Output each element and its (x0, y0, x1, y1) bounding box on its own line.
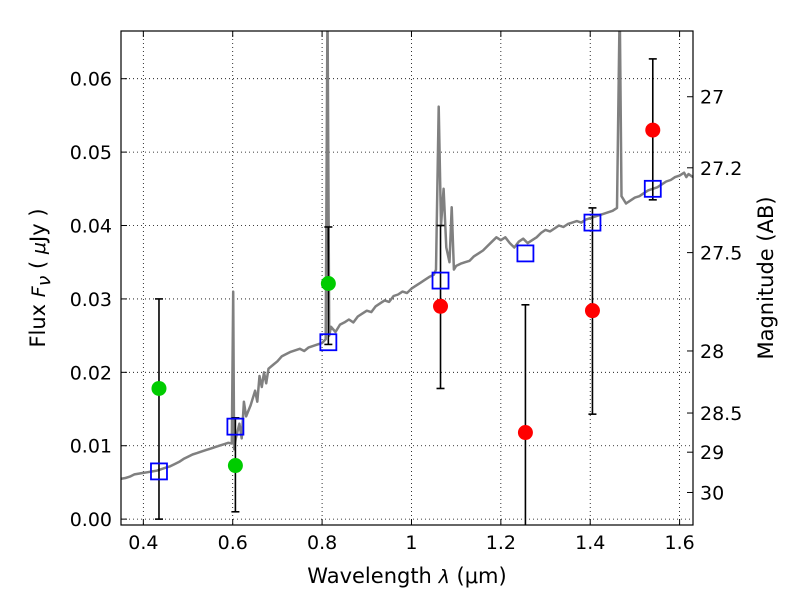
model-photometry-square (516, 244, 535, 263)
model-photometry-square (150, 462, 168, 481)
y-tick-label: 0.02 (70, 362, 112, 384)
nir-flux-point (584, 303, 600, 319)
x-tick-label: 0.4 (128, 532, 158, 554)
y2-tick-label: 27.5 (700, 243, 742, 265)
model-photometry-square (583, 213, 602, 232)
x-axis-ticks: 0.4 0.6 0.8 1 1.2 1.4 1.6 (128, 31, 695, 554)
model-spectrum-layer (121, 31, 693, 481)
x-tick-label: 1.6 (664, 532, 694, 554)
nir-flux-point (645, 122, 661, 138)
x-tick-label: 1 (405, 532, 417, 554)
model-spectrum-line (121, 31, 693, 481)
nir-flux-point (433, 298, 449, 314)
x-tick-label: 0.8 (307, 532, 337, 554)
x-tick-label: 1.4 (575, 532, 605, 554)
plot-frame (120, 30, 694, 526)
model-photometry-square (643, 179, 662, 198)
y2-tick-label: 28 (700, 341, 724, 363)
markers-layer (150, 122, 662, 481)
y-axis-label: Flux Fν ( μJy ) (26, 208, 55, 347)
y2-tick-label: 28.5 (700, 403, 742, 425)
y-axis-ticks: 0.00 0.01 0.02 0.03 0.04 0.05 0.06 (70, 69, 127, 531)
y2-tick-label: 27.2 (700, 158, 742, 180)
x-tick-label: 1.2 (486, 532, 516, 554)
y-tick-label: 0.03 (70, 289, 112, 311)
y-tick-label: 0.00 (70, 509, 112, 531)
y-tick-label: 0.06 (70, 69, 112, 91)
optical-flux-point (320, 276, 336, 292)
y-tick-label: 0.05 (70, 142, 112, 164)
model-photometry-square (431, 271, 450, 290)
y2-tick-label: 29 (700, 442, 724, 464)
x-tick-label: 0.6 (218, 532, 248, 554)
y2-axis-label: Magnitude (AB) (754, 196, 778, 359)
model-photometry-square (226, 417, 245, 436)
plot-background (121, 31, 693, 525)
grid-lines (121, 31, 693, 525)
optical-flux-point (227, 458, 243, 474)
nir-flux-point (517, 425, 533, 441)
y2-axis-ticks: 27 27.2 27.5 28 28.5 29 30 (687, 87, 742, 504)
y-tick-label: 0.01 (70, 436, 112, 458)
optical-errorbar (154, 298, 163, 520)
y2-tick-label: 30 (700, 482, 724, 504)
model-photometry-square (319, 333, 338, 352)
x-axis-label: Wavelength λ (μm) (307, 564, 506, 588)
y-tick-label: 0.04 (70, 216, 112, 238)
optical-flux-point (151, 380, 167, 396)
y2-tick-label: 27 (700, 87, 724, 109)
